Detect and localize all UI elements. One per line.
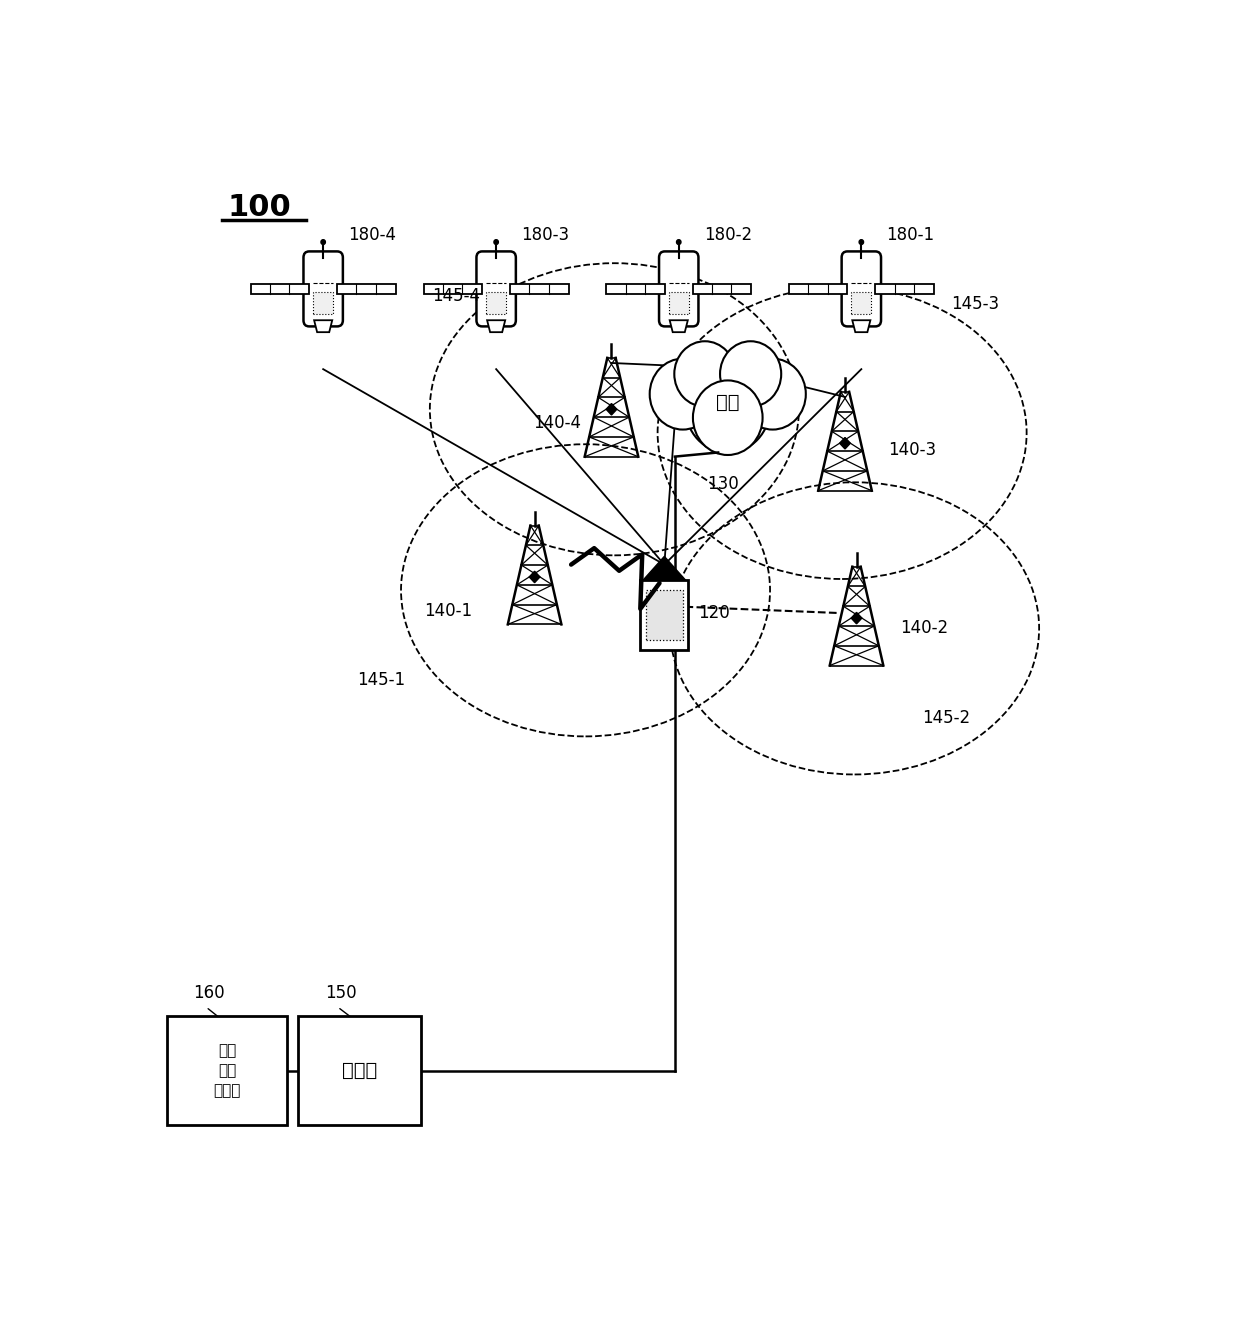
Polygon shape bbox=[250, 283, 309, 294]
FancyBboxPatch shape bbox=[167, 1017, 286, 1125]
Text: 180-1: 180-1 bbox=[887, 226, 935, 243]
Polygon shape bbox=[424, 283, 482, 294]
FancyBboxPatch shape bbox=[646, 591, 682, 640]
Polygon shape bbox=[670, 321, 688, 333]
FancyBboxPatch shape bbox=[668, 293, 689, 314]
Polygon shape bbox=[606, 283, 665, 294]
FancyBboxPatch shape bbox=[304, 251, 343, 326]
FancyBboxPatch shape bbox=[298, 1017, 422, 1125]
Polygon shape bbox=[337, 283, 396, 294]
Polygon shape bbox=[875, 283, 934, 294]
Polygon shape bbox=[789, 283, 847, 294]
Text: 145-1: 145-1 bbox=[357, 671, 405, 689]
Text: 145-2: 145-2 bbox=[921, 709, 970, 727]
Circle shape bbox=[675, 341, 735, 406]
Text: 145-4: 145-4 bbox=[432, 287, 480, 305]
Text: 180-2: 180-2 bbox=[704, 226, 751, 243]
Text: 140-4: 140-4 bbox=[533, 414, 580, 432]
Text: 180-4: 180-4 bbox=[348, 226, 396, 243]
Text: 网络: 网络 bbox=[715, 393, 739, 411]
Polygon shape bbox=[693, 283, 751, 294]
Polygon shape bbox=[839, 437, 851, 449]
FancyBboxPatch shape bbox=[640, 580, 688, 651]
Circle shape bbox=[693, 381, 763, 456]
Circle shape bbox=[739, 358, 806, 430]
FancyBboxPatch shape bbox=[851, 293, 872, 314]
Circle shape bbox=[859, 239, 863, 244]
Polygon shape bbox=[644, 556, 686, 580]
Text: 180-3: 180-3 bbox=[521, 226, 569, 243]
Polygon shape bbox=[851, 612, 862, 624]
Circle shape bbox=[686, 362, 770, 453]
Text: 150: 150 bbox=[325, 983, 356, 1002]
FancyBboxPatch shape bbox=[842, 251, 882, 326]
FancyBboxPatch shape bbox=[658, 251, 698, 326]
FancyBboxPatch shape bbox=[476, 251, 516, 326]
Text: 140-3: 140-3 bbox=[888, 441, 936, 460]
Polygon shape bbox=[852, 321, 870, 333]
Circle shape bbox=[321, 239, 325, 244]
Text: 位置
服务
客户端: 位置 服务 客户端 bbox=[213, 1043, 241, 1098]
Text: 160: 160 bbox=[193, 983, 224, 1002]
Text: 145-3: 145-3 bbox=[951, 295, 999, 314]
Polygon shape bbox=[510, 283, 569, 294]
Circle shape bbox=[720, 341, 781, 406]
FancyBboxPatch shape bbox=[312, 293, 334, 314]
Text: 140-1: 140-1 bbox=[424, 603, 472, 620]
Text: 140-2: 140-2 bbox=[900, 620, 947, 637]
Circle shape bbox=[650, 358, 715, 430]
Circle shape bbox=[494, 239, 498, 244]
Text: 120: 120 bbox=[698, 604, 729, 623]
FancyBboxPatch shape bbox=[486, 293, 506, 314]
Polygon shape bbox=[314, 321, 332, 333]
Circle shape bbox=[677, 239, 681, 244]
Polygon shape bbox=[529, 572, 539, 582]
Polygon shape bbox=[606, 403, 616, 415]
Text: 服务器: 服务器 bbox=[342, 1061, 377, 1081]
Text: 130: 130 bbox=[708, 476, 739, 493]
Polygon shape bbox=[487, 321, 505, 333]
Text: 100: 100 bbox=[227, 194, 291, 222]
